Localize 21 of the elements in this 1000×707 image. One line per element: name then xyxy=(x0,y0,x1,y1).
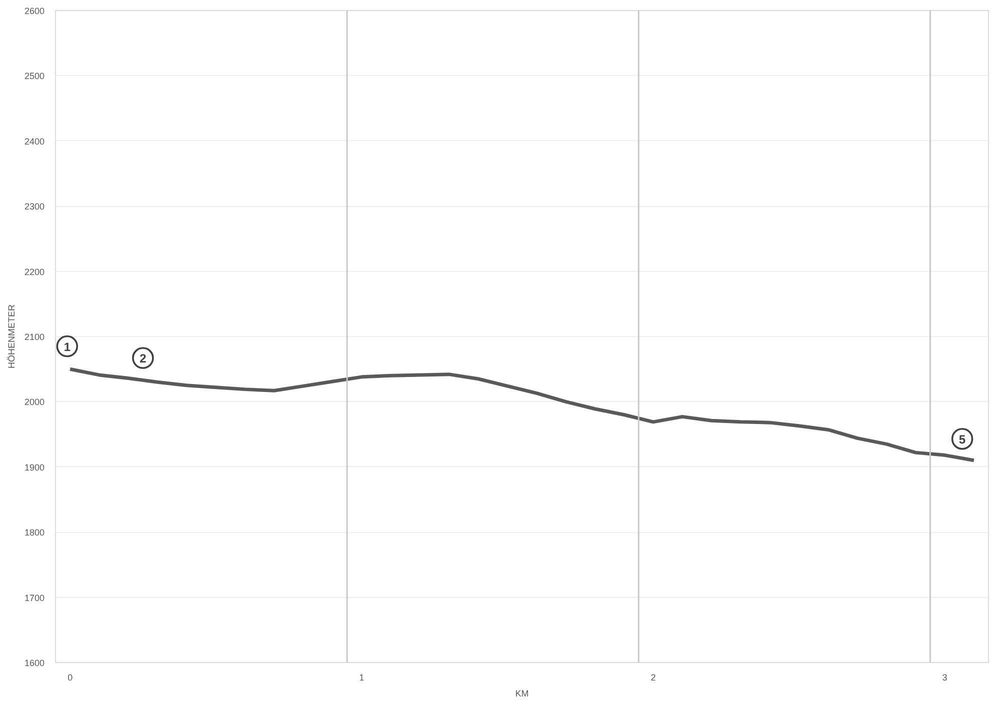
y-tick-label: 1600 xyxy=(24,658,45,668)
x-tick-label: 2 xyxy=(650,672,656,682)
line-series xyxy=(68,367,976,462)
y-tick-label: 2200 xyxy=(24,266,45,277)
x-tick-label: 0 xyxy=(68,672,73,682)
x-tick-label: 3 xyxy=(942,672,948,682)
annotation: 1 xyxy=(64,340,71,354)
y-tick-label: 2600 xyxy=(24,6,45,16)
y-tick-label: 2500 xyxy=(24,71,45,82)
annotation: 5 xyxy=(958,432,966,446)
y-tick-label: 1700 xyxy=(24,592,45,603)
y-tick-label: 2300 xyxy=(24,202,45,212)
y-axis-title: HÖHENMETER xyxy=(6,304,16,368)
x-tick-label: 1 xyxy=(359,672,364,682)
y-tick-label: 2000 xyxy=(24,397,45,408)
y-tick-label: 2400 xyxy=(24,136,45,146)
y-tick-label: 2100 xyxy=(24,332,45,342)
y-tick-label: 1800 xyxy=(24,528,45,538)
annotation: 2 xyxy=(140,352,147,366)
y-tick-label: 1900 xyxy=(24,462,45,472)
x-axis-title: KM xyxy=(515,688,529,698)
